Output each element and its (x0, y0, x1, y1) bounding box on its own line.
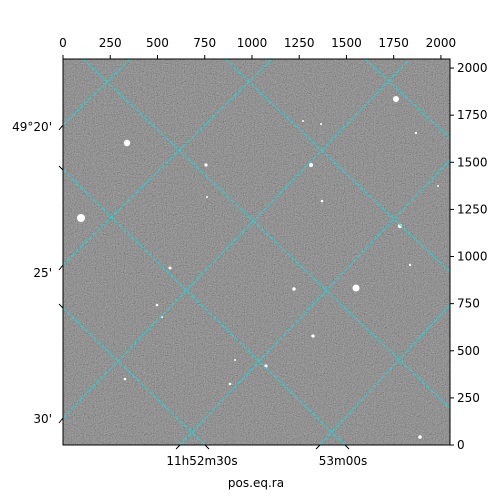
x-tick-label: 1750 (378, 36, 409, 50)
y-tick-label: 750 (457, 297, 480, 311)
x-tick-label: 750 (193, 36, 216, 50)
y-tick-label: 2000 (457, 61, 488, 75)
stars (77, 96, 439, 439)
x-tick-label: 1250 (284, 36, 315, 50)
y-tick-label: 1500 (457, 155, 488, 169)
y-tick-label: 500 (457, 344, 480, 358)
y-tick-label: 250 (457, 391, 480, 405)
dec-tick-label: 25' (33, 266, 52, 280)
x-axis-label: pos.eq.ra (228, 476, 284, 490)
wcs-ticks (58, 124, 350, 450)
ra-tick-label: 53m00s (319, 454, 367, 468)
x-tick-label: 500 (146, 36, 169, 50)
x-tick-label: 250 (99, 36, 122, 50)
x-tick-label: 1000 (237, 36, 268, 50)
wcs-grid (63, 59, 450, 445)
ra-tick-label: 11h52m30s (166, 454, 237, 468)
y-tick-label: 1250 (457, 202, 488, 216)
axes-frame (62, 58, 451, 446)
x-tick-label: 1500 (331, 36, 362, 50)
sky-image (63, 59, 450, 445)
x-tick-label: 2000 (426, 36, 457, 50)
x-tick-label: 0 (59, 36, 67, 50)
dec-tick-label: 30' (33, 412, 52, 426)
y-tick-label: 0 (457, 438, 465, 452)
y-tick-label: 1000 (457, 250, 488, 264)
dec-tick-label: 49°20' (12, 120, 52, 134)
y-tick-label: 1750 (457, 108, 488, 122)
